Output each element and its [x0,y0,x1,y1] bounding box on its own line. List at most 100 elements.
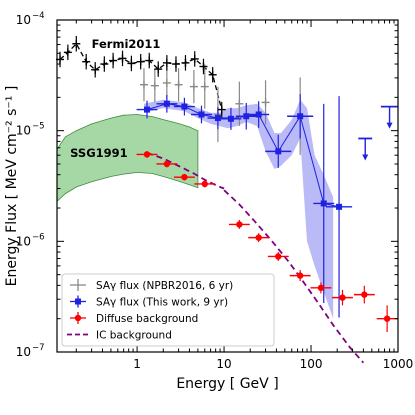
series-4-line [59,42,223,110]
series-4-point-4 [91,62,100,78]
bands-layer [56,99,334,319]
series-4-point-12 [162,55,171,71]
series-2-point-6 [267,252,289,261]
series-1-point-11 [326,96,353,318]
series-2-point-3-marker [201,180,208,188]
series-4-point-14 [181,55,190,71]
series-1-upper-limit-1 [380,105,399,129]
series-0-point-4 [189,70,198,104]
series-2-point-6-marker [275,253,282,260]
y-tick-label: 10 [16,234,31,248]
band-this_work [144,99,334,319]
series-1-point-11-marker [336,203,343,210]
points-layer [56,36,399,332]
y-tick-label: 10 [16,124,31,138]
series-1-point-2 [173,97,195,116]
x-tick-label: 1 [133,357,141,371]
series-4-point-13 [171,56,180,72]
series-1-point-10-marker [320,200,327,207]
series-2-point-11 [376,305,398,332]
series-4-point-3 [82,53,91,70]
series-1-point-9-marker [297,113,304,120]
series-1-upper-limit-0 [358,137,373,161]
series-1-point-1 [156,94,178,113]
legend: SAγ flux (NPBR2016, 6 yr) SAγ flux (This … [61,273,275,347]
series-1-point-5 [220,107,242,130]
series-4-point-6 [109,52,118,69]
series-4-point-8 [127,55,136,72]
series-1-point-0-marker [143,106,150,113]
series-2-point-1 [156,160,178,168]
series-2-point-4-marker [236,221,243,228]
series-3-segment-0 [146,152,225,190]
legend-label: SAγ flux (This work, 9 yr) [96,297,228,309]
series-2-point-7-marker [296,272,304,279]
y-tick-exponent: −6 [32,232,45,242]
series-0-point-5 [200,64,209,109]
series-2-point-2 [173,173,195,181]
series-1-upper-limit-0-arrow [362,154,369,161]
series-1-point-7 [248,101,270,128]
series-2-point-8 [310,282,332,294]
y-tick-label: 10 [16,345,31,359]
series-1-point-9 [287,94,314,139]
series-1-point-8 [265,134,292,168]
series-2-point-5 [248,233,270,243]
series-4-point-1 [63,44,72,61]
series-2-point-4 [228,220,250,229]
y-tick-exponent: −5 [32,122,45,132]
series-4-point-5 [100,56,109,72]
legend-label: IC background [96,330,172,342]
y-tick-exponent: −4 [32,11,45,21]
series-0-point-2 [162,66,171,100]
legend-item-2: Diffuse background [70,312,198,325]
series-4-point-11 [154,61,163,77]
x-tick-label: 1000 [383,357,414,371]
series-1-point-5-marker [227,115,234,122]
series-1-point-4-marker [214,115,221,122]
series-2-point-8-marker [317,284,325,292]
series-1-point-8-marker [275,148,282,155]
series-2-point-7 [289,270,311,282]
series-1-point-6-marker [243,113,250,120]
y-tick-exponent: −7 [32,343,45,353]
series-2-point-1-marker [163,160,171,168]
legend-swatch-marker [74,314,82,322]
series-2-point-0 [136,151,158,158]
legend-box [61,273,275,347]
series-0-point-3 [174,68,183,102]
plot-frame [56,19,399,353]
series-4-point-15 [190,51,199,67]
x-tick-label: 10 [216,357,231,371]
legend-label: Diffuse background [96,313,198,325]
series-2-point-9-marker [339,294,346,301]
series-1-point-7-marker [255,111,262,118]
series-4-point-16 [199,58,208,75]
series-3-segment-1 [223,189,365,364]
series-1-point-2-marker [181,103,188,110]
series-1-point-3-marker [198,111,205,118]
series-2-point-10-marker [361,291,368,298]
series-0-point-8 [261,80,270,125]
legend-item-1: SAγ flux (This work, 9 yr) [70,295,228,309]
series-2-point-0-marker [143,151,151,158]
legend-label: SAγ flux (NPBR2016, 6 yr) [96,280,233,292]
series-2-point-3 [194,180,216,188]
series-2-point-5-marker [255,234,262,241]
series-4-point-2 [72,36,81,52]
series-4-point-17 [208,67,217,83]
series-4-point-10 [145,52,154,69]
series-2-point-2-marker [181,173,188,181]
series-2-point-10 [353,285,375,304]
legend-swatch-marker [75,298,81,305]
series-1-point-0 [136,100,158,119]
series-2-point-9 [332,289,353,306]
series-1-point-1-marker [163,100,170,107]
series-4-point-7 [118,50,127,67]
series-2-point-11-marker [383,315,391,322]
y-axis-label: Energy Flux [ MeV cm⁻² s⁻¹ ] [4,86,20,287]
series-4-point-9 [136,53,145,70]
